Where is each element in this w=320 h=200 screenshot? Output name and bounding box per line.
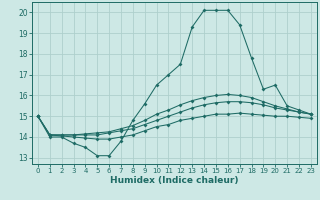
X-axis label: Humidex (Indice chaleur): Humidex (Indice chaleur) xyxy=(110,176,239,185)
